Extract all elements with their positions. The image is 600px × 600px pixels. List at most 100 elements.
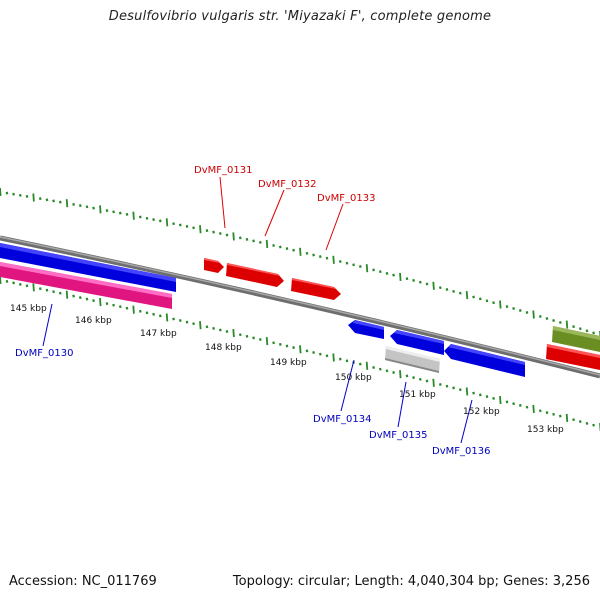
scale-labels: 145 kbp 146 kbp 147 kbp 148 kbp 149 kbp … <box>10 304 564 435</box>
minor-tick <box>272 341 275 345</box>
gene-label-dvmf-0132[interactable]: DvMF_0132 <box>258 179 316 190</box>
minor-tick <box>478 297 482 301</box>
gene-feature-dvmf-0130[interactable] <box>0 262 172 309</box>
major-tick <box>32 283 35 292</box>
minor-tick <box>452 289 455 293</box>
minor-tick <box>92 206 95 210</box>
gene-feature-blue-left[interactable] <box>0 243 176 292</box>
minor-tick <box>378 270 382 274</box>
minor-tick <box>238 236 242 240</box>
minor-tick <box>18 282 22 286</box>
minor-tick <box>372 268 375 272</box>
major-tick <box>499 300 502 309</box>
minor-tick <box>405 374 409 378</box>
major-tick <box>465 291 469 300</box>
minor-tick <box>285 247 289 251</box>
gene-feature-dvmf-0134[interactable] <box>348 320 384 339</box>
minor-tick <box>392 273 395 277</box>
minor-tick <box>405 277 409 281</box>
gene-feature-dvmf-0135-gray[interactable] <box>385 346 440 373</box>
minor-tick <box>338 260 342 263</box>
minor-tick <box>592 423 595 427</box>
minor-tick <box>552 319 555 322</box>
minor-tick <box>518 309 522 312</box>
gene-feature-olive-right[interactable] <box>552 326 600 352</box>
minor-tick <box>158 219 162 223</box>
minor-tick <box>312 351 315 354</box>
major-tick <box>32 193 35 202</box>
gene-label-dvmf-0134[interactable]: DvMF_0134 <box>313 414 371 425</box>
gene-label-dvmf-0133[interactable]: DvMF_0133 <box>317 193 375 204</box>
minor-tick <box>245 237 249 241</box>
major-tick <box>365 264 369 273</box>
minor-tick <box>538 315 542 318</box>
gene-feature-dvmf-0135-blue[interactable] <box>390 330 444 355</box>
major-tick <box>399 272 402 281</box>
gene-feature-dvmf-0131[interactable] <box>204 258 224 273</box>
scale-label-152: 152 kbp <box>463 407 500 417</box>
minor-tick <box>278 245 282 249</box>
minor-tick <box>358 265 362 268</box>
major-tick <box>299 247 302 256</box>
minor-tick <box>438 383 442 386</box>
minor-tick <box>492 301 495 305</box>
minor-tick <box>85 205 89 209</box>
minor-tick <box>425 379 429 383</box>
major-tick <box>265 239 269 249</box>
minor-tick <box>205 325 209 329</box>
minor-tick <box>252 336 255 340</box>
gene-label-dvmf-0136[interactable]: DvMF_0136 <box>432 446 490 457</box>
minor-tick <box>392 371 395 374</box>
minor-tick <box>118 305 122 309</box>
gene-feature-dvmf-0132[interactable] <box>226 263 284 287</box>
major-tick <box>199 225 202 234</box>
minor-tick <box>225 330 229 333</box>
minor-tick <box>152 218 155 222</box>
gene-label-dvmf-0135[interactable]: DvMF_0135 <box>369 430 427 441</box>
minor-tick <box>152 312 155 316</box>
minor-tick <box>105 302 109 306</box>
minor-tick <box>125 212 129 216</box>
minor-tick <box>458 388 462 392</box>
major-tick <box>132 211 135 220</box>
minor-tick <box>52 199 55 203</box>
gene-labels: DvMF_0131 DvMF_0132 DvMF_0133 DvMF_0130 … <box>15 165 490 457</box>
genome-backbone <box>0 235 600 379</box>
minor-tick <box>318 255 322 259</box>
minor-tick <box>418 280 422 284</box>
minor-tick <box>192 322 195 326</box>
minor-tick <box>145 311 149 315</box>
major-tick <box>165 218 169 227</box>
inner-tick-track <box>0 275 600 432</box>
scale-label-149: 149 kbp <box>270 358 307 368</box>
minor-tick <box>178 223 182 227</box>
minor-tick <box>285 344 289 348</box>
scale-label-151: 151 kbp <box>399 390 436 400</box>
scale-label-153: 153 kbp <box>527 425 564 435</box>
scale-label-145: 145 kbp <box>10 304 47 314</box>
minor-tick <box>185 320 189 324</box>
gene-feature-red-right[interactable] <box>546 344 600 370</box>
minor-tick <box>558 321 562 324</box>
minor-tick <box>5 279 9 283</box>
minor-tick <box>478 393 482 397</box>
major-tick <box>232 329 235 338</box>
gene-label-dvmf-0130[interactable]: DvMF_0130 <box>15 348 73 359</box>
minor-tick <box>452 386 455 390</box>
gene-feature-dvmf-0136[interactable] <box>444 344 525 377</box>
minor-tick <box>185 224 189 228</box>
gene-feature-dvmf-0133[interactable] <box>291 278 341 300</box>
minor-tick <box>358 362 362 366</box>
major-tick <box>332 255 335 264</box>
minor-tick <box>92 299 95 303</box>
minor-tick <box>112 303 115 307</box>
minor-tick <box>338 357 342 361</box>
minor-tick <box>225 233 229 237</box>
minor-tick <box>52 290 55 294</box>
minor-tick <box>505 305 509 309</box>
minor-tick <box>78 204 82 208</box>
minor-tick <box>58 291 62 295</box>
gene-label-leaders <box>42 176 473 444</box>
gene-label-dvmf-0131[interactable]: DvMF_0131 <box>194 165 252 176</box>
